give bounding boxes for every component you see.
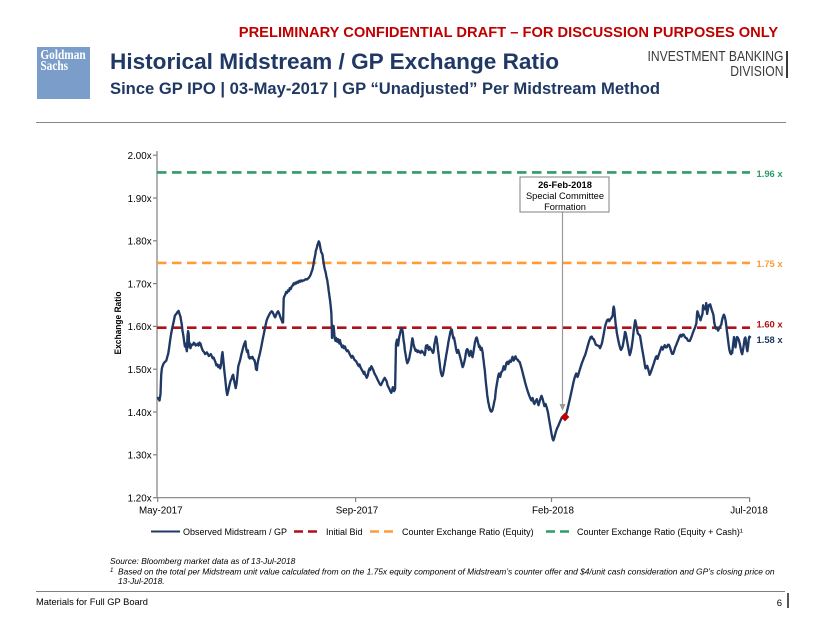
svg-text:1.58 x: 1.58 x <box>757 334 784 345</box>
svg-text:26-Feb-2018: 26-Feb-2018 <box>538 180 592 190</box>
svg-text:Counter Exchange Ratio (Equity: Counter Exchange Ratio (Equity + Cash)¹ <box>577 527 743 537</box>
svg-text:1.96 x: 1.96 x <box>757 168 784 179</box>
svg-text:Exchange Ratio: Exchange Ratio <box>113 291 123 354</box>
svg-text:1.70x: 1.70x <box>128 279 152 290</box>
svg-text:1.60x: 1.60x <box>128 322 152 333</box>
svg-text:Sep-2017: Sep-2017 <box>336 506 379 517</box>
svg-text:May-2017: May-2017 <box>139 506 183 517</box>
svg-text:Jul-2018: Jul-2018 <box>730 506 768 517</box>
svg-text:1.30x: 1.30x <box>128 451 152 462</box>
svg-text:Special Committee: Special Committee <box>526 191 604 201</box>
svg-text:1.75 x: 1.75 x <box>757 258 784 269</box>
svg-text:1.40x: 1.40x <box>128 408 152 419</box>
svg-text:Feb-2018: Feb-2018 <box>532 506 574 517</box>
svg-text:1.60 x: 1.60 x <box>757 319 784 330</box>
svg-text:1.20x: 1.20x <box>128 494 152 505</box>
svg-text:Formation: Formation <box>544 202 586 212</box>
svg-text:1.90x: 1.90x <box>128 194 152 205</box>
svg-text:Counter Exchange Ratio (Equity: Counter Exchange Ratio (Equity) <box>402 527 534 537</box>
svg-text:Initial Bid: Initial Bid <box>326 527 363 537</box>
svg-text:1.80x: 1.80x <box>128 237 152 248</box>
svg-text:1.50x: 1.50x <box>128 365 152 376</box>
svg-text:Observed Midstream / GP: Observed Midstream / GP <box>183 527 287 537</box>
svg-text:2.00x: 2.00x <box>128 151 152 162</box>
